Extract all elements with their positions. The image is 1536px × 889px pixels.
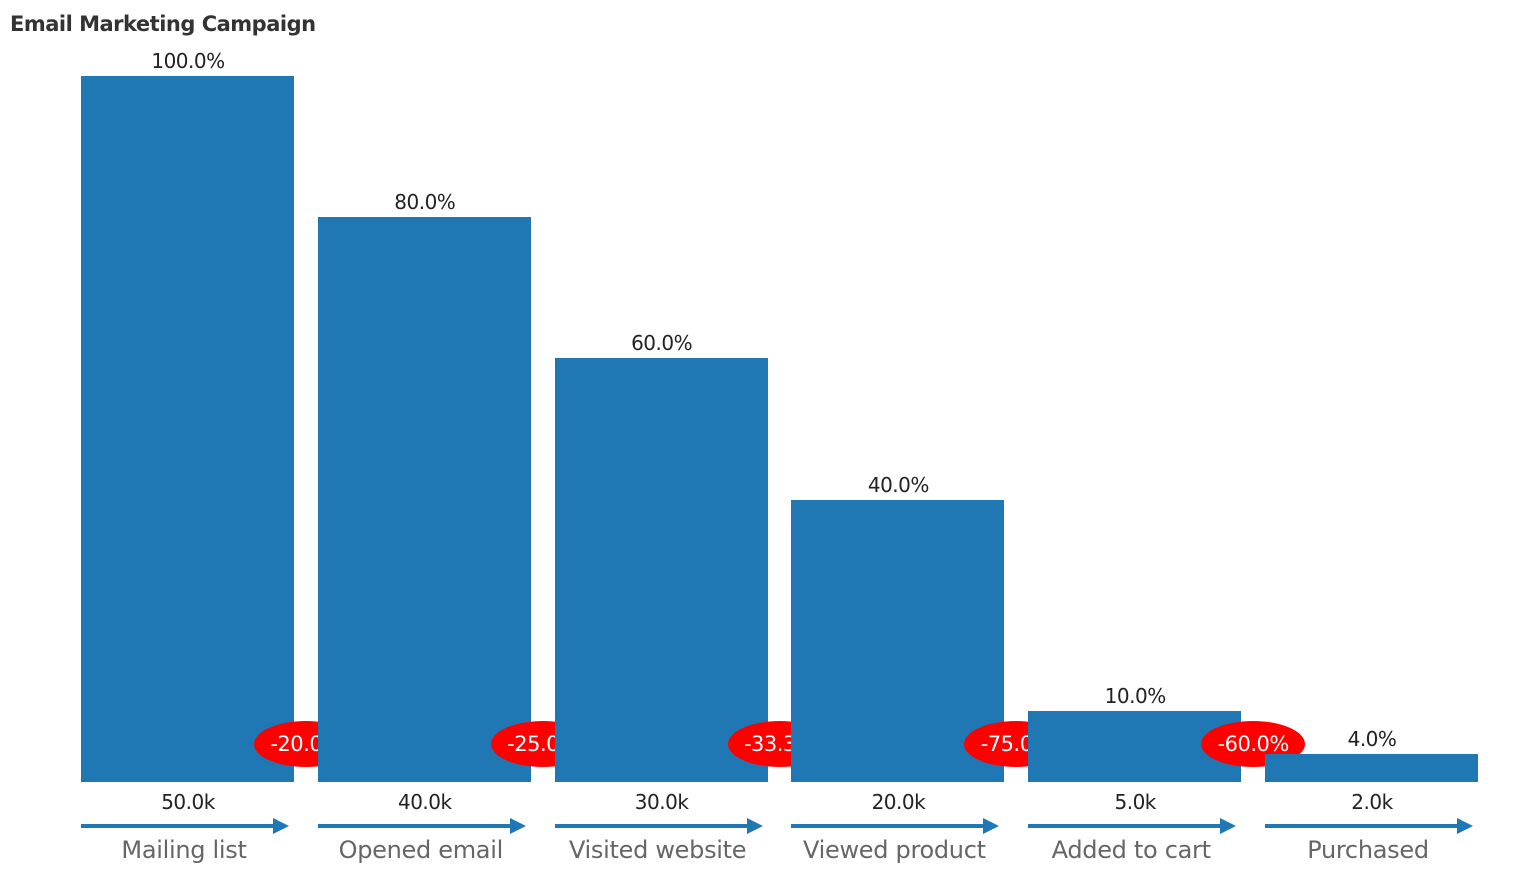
arrow-right-icon: [317, 818, 526, 834]
category-label: Purchased: [1307, 836, 1429, 864]
category-label: Viewed product: [803, 836, 986, 864]
percent-label: 40.0%: [867, 473, 930, 497]
arrow-right-icon: [791, 818, 1000, 834]
funnel-bar: [81, 76, 294, 782]
value-label: 20.0k: [871, 790, 926, 814]
funnel-bar: [1265, 754, 1478, 782]
category-label: Opened email: [338, 836, 504, 864]
percent-label: 10.0%: [1104, 684, 1167, 708]
arrow-right-icon: [81, 818, 289, 834]
category-label: Mailing list: [121, 836, 247, 864]
arrow-right-icon: [1028, 818, 1237, 834]
value-label: 30.0k: [634, 790, 689, 814]
funnel-bar: [317, 217, 531, 782]
percent-label: 4.0%: [1347, 727, 1397, 751]
value-label: 2.0k: [1351, 790, 1393, 814]
arrow-right-icon: [1265, 818, 1473, 834]
percent-label: 80.0%: [394, 190, 456, 214]
value-label: 40.0k: [397, 790, 452, 814]
percent-label: 60.0%: [631, 331, 693, 355]
arrow-right-icon: [554, 818, 763, 834]
category-label: Visited website: [568, 836, 747, 864]
category-label: Added to cart: [1051, 836, 1211, 864]
value-label: 50.0k: [161, 790, 215, 814]
chart-title: Email Marketing Campaign: [10, 12, 316, 36]
funnel-bar: [554, 358, 768, 782]
value-label: 5.0k: [1114, 790, 1156, 814]
percent-label: 100.0%: [151, 49, 225, 73]
